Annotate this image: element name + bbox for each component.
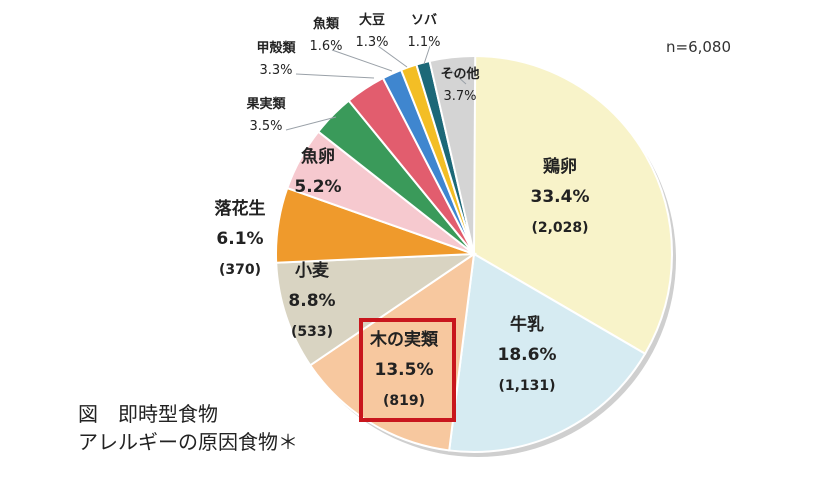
slice-label: 牛乳 xyxy=(510,314,544,335)
slice-count-label: (2,028) xyxy=(531,220,588,236)
slice-percent-label: 1.1% xyxy=(407,35,440,50)
slice-label: 鶏卵 xyxy=(543,156,577,177)
slice-label: 大豆 xyxy=(359,12,385,28)
slice-label-group: 甲殻類 3.3% xyxy=(256,40,296,78)
pie-slice xyxy=(308,251,476,452)
slice-count-label: (1,131) xyxy=(498,378,555,394)
slice-count-label: (819) xyxy=(383,393,425,409)
pie-slice xyxy=(428,54,477,255)
leader-line xyxy=(447,67,467,85)
slice-label-group: 魚卵 5.2% xyxy=(294,146,341,197)
slice-percent-label: 13.5% xyxy=(375,360,434,380)
leader-line xyxy=(331,49,393,72)
slice-percent-label: 1.6% xyxy=(309,39,342,54)
slice-label-group: 魚類 1.6% xyxy=(309,16,342,54)
leader-line xyxy=(377,45,408,68)
caption-line-1: 図 即時型食物 xyxy=(78,402,218,426)
slice-label-group: 牛乳 18.6% (1,131) xyxy=(498,314,557,394)
slice-label-group: 大豆 1.3% xyxy=(355,12,388,50)
slice-label-group: 果実類 3.5% xyxy=(245,96,286,134)
slice-percent-label: 3.7% xyxy=(443,89,476,104)
slice-label-group: その他 3.7% xyxy=(440,66,479,104)
slice-label: 果実類 xyxy=(245,96,286,112)
slice-label: 甲殻類 xyxy=(256,40,296,56)
pie-slice xyxy=(448,252,647,453)
slice-label: 小麦 xyxy=(295,260,330,281)
slice-label-group: 鶏卵 33.4% (2,028) xyxy=(531,156,590,236)
slice-percent-label: 6.1% xyxy=(216,229,263,249)
slice-count-label: (370) xyxy=(219,262,261,278)
slice-label-group: 小麦 8.8% (533) xyxy=(288,260,335,340)
caption-line-2: アレルギーの原因食物＊ xyxy=(78,430,298,454)
pie-slice xyxy=(473,54,674,356)
leader-line xyxy=(423,45,431,65)
leader-line xyxy=(285,116,337,131)
highlight-box xyxy=(359,318,456,422)
leader-line xyxy=(295,73,375,79)
slice-label: 魚卵 xyxy=(301,146,335,167)
slice-percent-label: 8.8% xyxy=(288,291,335,311)
slice-label: その他 xyxy=(440,66,479,82)
slice-percent-label: 3.5% xyxy=(249,119,282,134)
slice-label: 魚類 xyxy=(313,16,340,32)
pie-slice xyxy=(275,252,478,367)
slice-label: 落花生 xyxy=(215,198,266,219)
slice-label-group: 落花生 6.1% (370) xyxy=(215,198,266,278)
figure-caption: 図 即時型食物 アレルギーの原因食物＊ xyxy=(78,400,298,456)
slice-label-group: ソバ 1.1% xyxy=(407,13,440,50)
slice-percent-label: 1.3% xyxy=(355,35,388,50)
slice-label: ソバ xyxy=(411,13,437,28)
slice-percent-label: 33.4% xyxy=(531,187,590,207)
slice-label: 木の実類 xyxy=(369,329,439,350)
slice-count-label: (533) xyxy=(291,324,333,340)
slice-label-group: 木の実類 13.5% (819) xyxy=(369,329,439,409)
slice-percent-label: 5.2% xyxy=(294,177,341,197)
slice-percent-label: 3.3% xyxy=(259,63,292,78)
slice-percent-label: 18.6% xyxy=(498,345,557,365)
sample-size-note: n=6,080 xyxy=(666,38,731,56)
